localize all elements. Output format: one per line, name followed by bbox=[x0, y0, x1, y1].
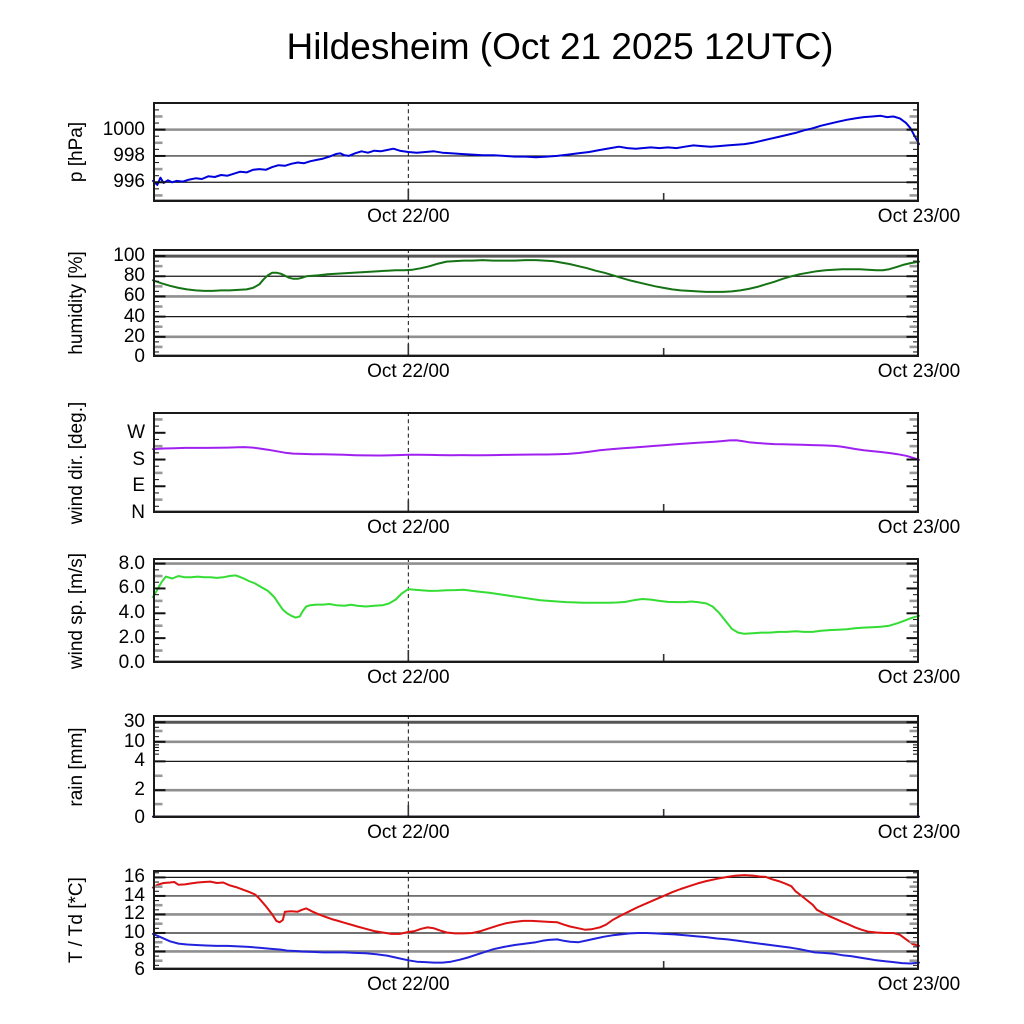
series-wind-direction bbox=[152, 439, 920, 461]
series-temperature-T bbox=[152, 874, 920, 947]
y-tick-label-temperature-12: 12 bbox=[123, 903, 145, 925]
y-tick-label-humidity-100: 100 bbox=[113, 245, 145, 267]
y-tick-label-wind-speed-2.0: 2.0 bbox=[118, 627, 145, 649]
y-tick-label-wind-speed-6.0: 6.0 bbox=[118, 577, 145, 599]
y-tick-label-temperature-10: 10 bbox=[123, 921, 145, 943]
x-tick-label-rain-36: Oct 23/00 bbox=[877, 822, 961, 843]
x-tick-label-rain-12: Oct 22/00 bbox=[367, 822, 450, 843]
x-tick-label-pressure-36: Oct 23/00 bbox=[877, 206, 961, 227]
x-tick-label-wind-speed-12: Oct 22/00 bbox=[367, 667, 450, 688]
x-tick-label-wind-direction-36: Oct 23/00 bbox=[877, 517, 961, 538]
x-tick-label-pressure-12: Oct 22/00 bbox=[367, 206, 450, 227]
plot-humidity bbox=[152, 249, 920, 358]
y-tick-label-wind-direction-E: E bbox=[132, 475, 145, 497]
x-tick-label-humidity-12: Oct 22/00 bbox=[367, 361, 450, 382]
y-tick-label-wind-speed-0.0: 0.0 bbox=[118, 652, 145, 673]
page-title: Hildesheim (Oct 21 2025 12UTC) bbox=[286, 26, 834, 67]
y-tick-label-rain-2: 2 bbox=[134, 779, 145, 801]
y-tick-label-temperature-6: 6 bbox=[134, 959, 145, 980]
y-tick-label-rain-0: 0 bbox=[134, 807, 145, 828]
y-tick-label-humidity-80: 80 bbox=[123, 265, 145, 287]
y-tick-label-humidity-0: 0 bbox=[134, 346, 145, 367]
series-humidity bbox=[152, 259, 920, 293]
y-tick-label-temperature-8: 8 bbox=[134, 940, 145, 962]
y-tick-label-rain-10: 10 bbox=[123, 730, 145, 752]
x-tick-label-humidity-36: Oct 23/00 bbox=[877, 361, 961, 382]
series-dewpoint-Td bbox=[152, 932, 920, 965]
y-tick-label-wind-direction-N: N bbox=[131, 502, 145, 523]
plot-wind-speed bbox=[152, 558, 920, 664]
plot-pressure bbox=[152, 102, 920, 203]
y-tick-label-rain-4: 4 bbox=[134, 750, 145, 772]
y-tick-label-wind-speed-8.0: 8.0 bbox=[118, 552, 145, 574]
y-tick-label-pressure-1000: 1000 bbox=[102, 118, 145, 140]
y-tick-label-pressure-996: 996 bbox=[113, 171, 145, 193]
x-tick-label-wind-direction-12: Oct 22/00 bbox=[367, 517, 450, 538]
y-tick-label-humidity-60: 60 bbox=[123, 285, 145, 307]
y-tick-label-temperature-14: 14 bbox=[123, 884, 145, 906]
y-tick-label-pressure-998: 998 bbox=[113, 144, 145, 166]
y-tick-label-wind-direction-W: W bbox=[127, 421, 145, 443]
series-wind-speed bbox=[152, 574, 920, 635]
series-pressure bbox=[152, 114, 920, 186]
plot-rain bbox=[152, 715, 920, 819]
x-tick-label-temperature-36: Oct 23/00 bbox=[877, 974, 961, 995]
x-tick-label-temperature-12: Oct 22/00 bbox=[367, 974, 450, 995]
y-tick-label-rain-30: 30 bbox=[123, 711, 145, 733]
plot-wind-direction bbox=[152, 412, 920, 514]
y-tick-label-humidity-20: 20 bbox=[123, 325, 145, 347]
y-tick-label-wind-speed-4.0: 4.0 bbox=[118, 602, 145, 624]
plot-temperature bbox=[152, 870, 920, 971]
y-tick-label-temperature-16: 16 bbox=[123, 866, 145, 888]
y-tick-label-wind-direction-S: S bbox=[132, 448, 145, 470]
x-tick-label-wind-speed-36: Oct 23/00 bbox=[877, 667, 961, 688]
y-tick-label-humidity-40: 40 bbox=[123, 305, 145, 327]
